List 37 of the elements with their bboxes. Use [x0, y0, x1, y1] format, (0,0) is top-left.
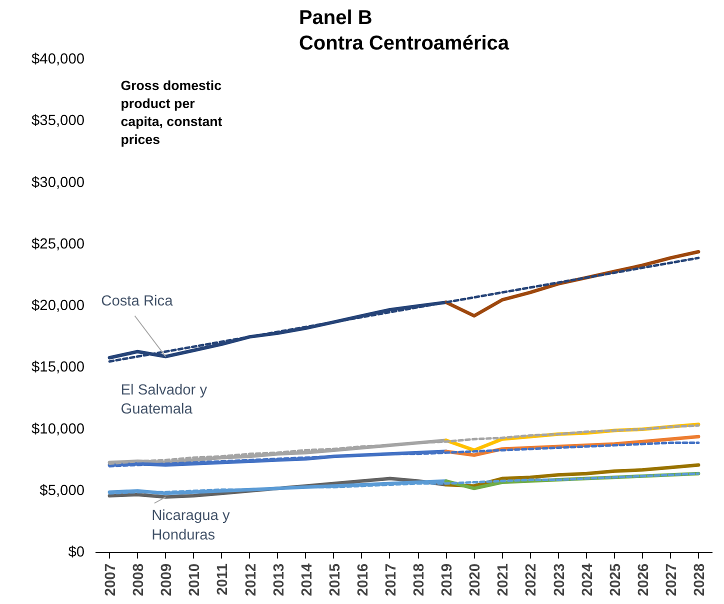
x-tick-label: 2018: [412, 563, 428, 596]
y-tick-label: $40,000: [32, 52, 85, 68]
x-tick-label: 2020: [468, 563, 484, 596]
x-tick-label: 2014: [299, 562, 316, 596]
x-tick-label: 2015: [327, 563, 344, 596]
y-tick-label: $15,000: [32, 360, 85, 376]
x-tick-label: 2019: [440, 563, 456, 596]
x-tick-label: 2026: [636, 563, 652, 596]
x-tick-label: 2021: [496, 563, 512, 596]
x-tick-label: 2012: [243, 563, 260, 596]
x-tick-label: 2027: [664, 563, 680, 596]
y-tick-label: $20,000: [32, 298, 85, 314]
x-tick-label: 2028: [692, 563, 708, 596]
annotation: Gross domestic product per capita, constant prices: [120, 78, 223, 147]
annotation: Costa Rica: [101, 294, 174, 310]
x-tick-label: 2023: [552, 563, 568, 596]
x-tick-label: 2022: [524, 563, 540, 596]
x-tick-label: 2007: [103, 563, 120, 596]
x-tick-label: 2025: [608, 563, 624, 596]
x-tick-label: 2008: [131, 563, 148, 596]
x-tick-label: 2017: [383, 563, 400, 596]
x-tick-label: 2016: [355, 563, 372, 596]
y-tick-label: $5,000: [40, 482, 84, 499]
x-tick-label: 2010: [187, 563, 204, 596]
y-tick-label: $0: [68, 544, 85, 560]
x-tick-label: 2024: [580, 562, 596, 596]
y-tick-label: $25,000: [32, 236, 85, 252]
y-tick-label: $35,000: [32, 113, 85, 130]
annotation: El Salvador y Guatemala: [120, 382, 208, 418]
x-tick-label: 2009: [159, 563, 176, 596]
annotation: Nicaragua y Honduras: [152, 508, 230, 544]
x-tick-label: 2011: [215, 564, 232, 596]
y-tick-label: $30,000: [32, 174, 85, 191]
x-tick-label: 2013: [271, 563, 288, 596]
y-tick-label: $10,000: [32, 421, 85, 438]
line-series: [444, 463, 700, 488]
chart-title: Panel B Contra Centroamérica: [298, 7, 510, 54]
